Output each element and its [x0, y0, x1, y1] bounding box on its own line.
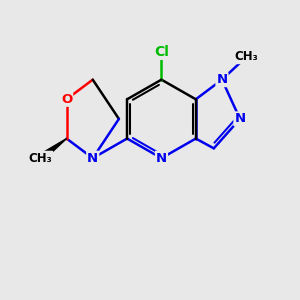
Text: CH₃: CH₃: [28, 152, 52, 165]
Polygon shape: [38, 139, 67, 161]
Text: CH₃: CH₃: [235, 50, 258, 63]
Text: N: N: [216, 73, 227, 86]
Text: N: N: [87, 152, 98, 165]
Text: N: N: [234, 112, 245, 125]
Text: O: O: [61, 93, 72, 106]
Text: N: N: [156, 152, 167, 165]
Text: Cl: Cl: [154, 45, 169, 59]
